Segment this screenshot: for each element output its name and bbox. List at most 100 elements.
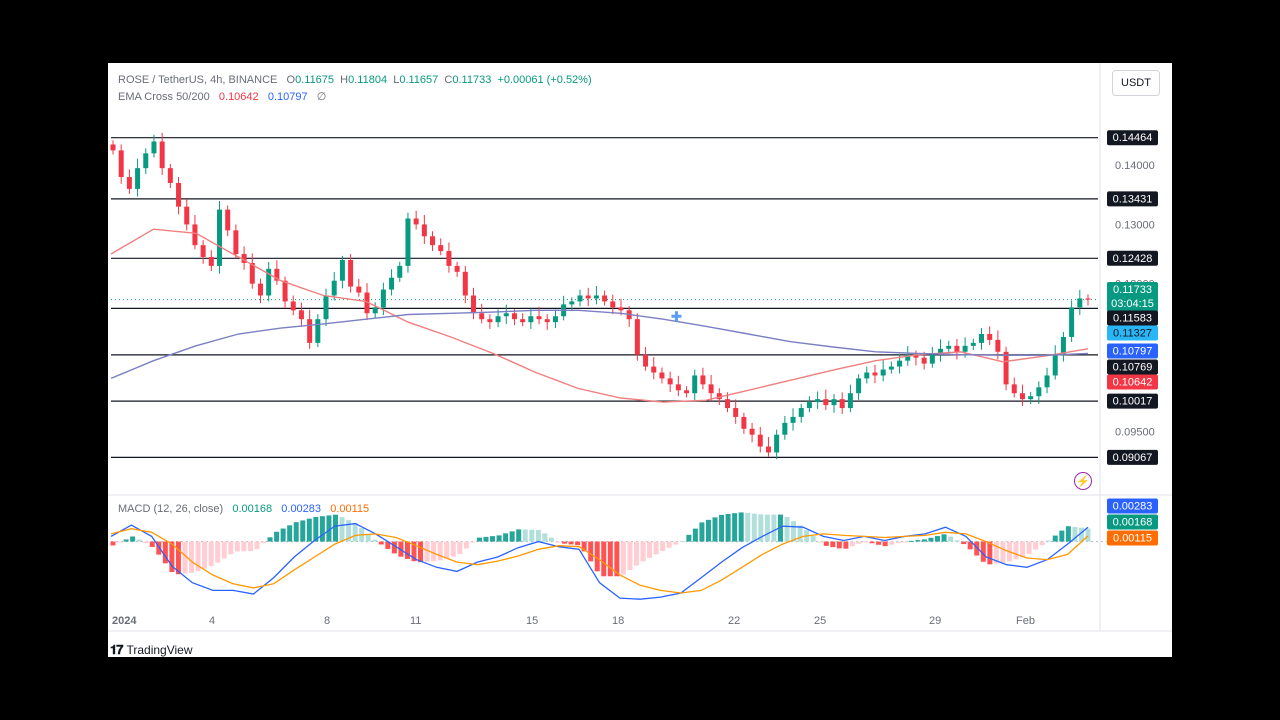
macd-hist-value: 0.00168: [232, 503, 273, 515]
candle-body: [397, 265, 403, 278]
candle-body: [503, 313, 509, 317]
macd-histogram-bar: [934, 536, 940, 542]
macd-histogram-bar: [948, 536, 954, 542]
candle-body: [897, 360, 903, 367]
candle-body: [110, 144, 116, 151]
macd-histogram-bar: [228, 541, 234, 555]
macd-histogram-bar: [215, 541, 221, 563]
candle-body: [905, 354, 911, 361]
x-tick-label: 11: [410, 615, 421, 627]
candle-body: [1052, 354, 1058, 376]
price-label-bg: [1107, 310, 1158, 326]
chart-window[interactable]: 0.140000.130000.120000.09500202448111518…: [108, 63, 1172, 657]
macd-histogram-bar: [921, 539, 927, 542]
candle-body: [208, 257, 214, 266]
candle-body: [643, 354, 649, 367]
x-tick-label: 15: [526, 615, 538, 627]
macd-histogram-bar: [869, 541, 875, 544]
candle-body: [659, 372, 665, 379]
candle-body: [774, 434, 780, 453]
candle-body: [921, 357, 927, 364]
macd-histogram-bar: [980, 541, 986, 562]
candle-body: [847, 393, 853, 409]
macd-histogram-bar: [1046, 540, 1052, 542]
macd-histogram-bar: [817, 541, 823, 543]
macd-histogram-bar: [372, 539, 378, 542]
ema-extra: ∅: [316, 91, 327, 103]
candle-body: [839, 399, 845, 409]
currency-button[interactable]: USDT: [1112, 70, 1160, 96]
macd-histogram-bar: [261, 541, 267, 544]
macd-histogram-bar: [509, 531, 515, 542]
candle-body: [323, 295, 329, 320]
candle-body: [430, 236, 436, 246]
candle-body: [421, 224, 427, 237]
macd-histogram-bar: [928, 537, 934, 542]
symbol-title[interactable]: ROSE / TetherUS, 4h, BINANCE: [118, 74, 278, 86]
macd-histogram-bar: [1000, 541, 1006, 563]
macd-histogram-bar: [130, 536, 136, 542]
ema-label[interactable]: EMA Cross 50/200: [118, 91, 210, 103]
price-label-bg: [1107, 374, 1158, 390]
open-value: 0.11675: [295, 74, 335, 86]
candle-body: [257, 283, 263, 296]
y-tick-label: 0.14000: [1115, 160, 1155, 172]
candle-body: [692, 375, 698, 394]
candle-body: [970, 342, 976, 346]
candle-body: [700, 375, 706, 385]
candle-body: [143, 153, 149, 169]
candle-body: [339, 259, 345, 281]
high-value: 0.11804: [348, 74, 388, 86]
candle-body: [856, 378, 862, 394]
macd-histogram-bar: [117, 541, 123, 543]
macd-histogram-bar: [732, 513, 738, 542]
candle-body: [651, 366, 657, 373]
macd-histogram-bar: [895, 541, 901, 544]
candle-body: [1069, 307, 1075, 337]
candle-body: [364, 292, 370, 314]
macd-histogram-bar: [1072, 526, 1078, 542]
macd-histogram-bar: [954, 540, 960, 542]
candle-body: [724, 399, 730, 409]
y-tick-label: 0.09500: [1115, 427, 1155, 439]
macd-histogram-bar: [974, 541, 980, 556]
x-tick-label: 18: [612, 615, 624, 627]
macd-histogram-bar: [503, 533, 509, 542]
candle-body: [544, 319, 550, 323]
price-label-bg: [1107, 250, 1158, 266]
macd-histogram-bar: [444, 541, 450, 559]
flash-icon[interactable]: ⚡: [1074, 472, 1092, 490]
chart-canvas[interactable]: 0.140000.130000.120000.09500202448111518…: [108, 63, 1172, 657]
candle-body: [536, 316, 542, 320]
macd-histogram-bar: [522, 529, 528, 542]
x-tick-label: 2024: [112, 615, 137, 627]
candle-body: [552, 316, 558, 323]
macd-histogram-bar: [647, 541, 653, 558]
macd-histogram-bar: [529, 529, 535, 542]
price-label-text: 0.10017: [1113, 396, 1153, 408]
candle-body: [389, 277, 395, 290]
macd-label-bg: [1107, 530, 1158, 546]
candle-body: [929, 354, 935, 364]
macd-histogram-bar: [463, 541, 469, 549]
macd-histogram-bar: [863, 541, 869, 543]
candle-body: [520, 319, 526, 323]
price-label-bg: [1107, 130, 1158, 146]
macd-histogram-bar: [280, 528, 286, 542]
macd-histogram-bar: [568, 541, 574, 545]
macd-histogram-bar: [149, 541, 155, 547]
tradingview-brand[interactable]: 𝟏𝟕 TradingView: [110, 642, 193, 657]
macd-label[interactable]: MACD (12, 26, close): [118, 503, 224, 515]
macd-histogram-bar: [836, 541, 842, 549]
macd-histogram-bar: [300, 520, 306, 542]
macd-histogram-bar: [627, 541, 633, 571]
macd-histogram-bar: [162, 541, 168, 564]
macd-histogram-bar: [267, 537, 273, 542]
macd-histogram-bar: [673, 541, 679, 545]
macd-histogram-bar: [941, 534, 947, 542]
macd-histogram-bar: [575, 541, 581, 546]
candle-body: [675, 384, 681, 391]
macd-histogram-bar: [967, 541, 973, 550]
macd-histogram-bar: [830, 541, 836, 548]
macd-label-text: 0.00115: [1113, 533, 1152, 545]
